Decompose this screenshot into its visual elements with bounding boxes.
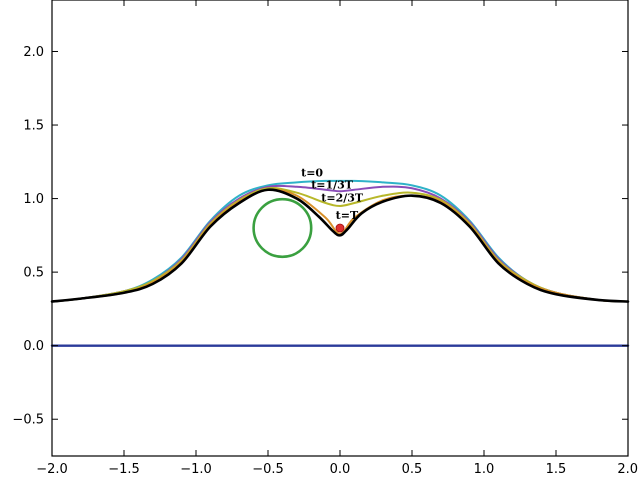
x-tick-label-4: 0.0	[330, 462, 351, 477]
x-tick-label-5: 0.5	[402, 462, 423, 477]
series-line-4	[50, 188, 630, 303]
y-tick-label-2: 0.5	[23, 266, 44, 281]
marks-layer	[252, 197, 345, 259]
x-tick-label-7: 1.5	[546, 462, 567, 477]
y-tick-label-1: 0.0	[23, 339, 44, 354]
y-tick-label-3: 1.0	[23, 192, 44, 207]
y-tick-label-5: 2.0	[23, 45, 44, 60]
x-tick-label-2: −1.0	[180, 462, 212, 477]
series-line-2	[51, 187, 629, 303]
y-axis: −0.5 0.0 0.5 1.0 1.5 2.0	[12, 45, 628, 428]
marker-point	[335, 223, 345, 233]
y-tick-label-4: 1.5	[23, 119, 44, 134]
x-tick-label-1: −1.5	[108, 462, 140, 477]
y-tick-label-0: −0.5	[12, 413, 44, 428]
x-tick-label-3: −0.5	[252, 462, 284, 477]
annotation-label-0: t=0	[301, 167, 323, 180]
x-tick-label-8: 2.0	[617, 462, 638, 477]
x-tick-label-6: 1.0	[474, 462, 495, 477]
annotation-label-2: t=2/3T	[321, 192, 364, 205]
annotation-label-3: t=T	[336, 209, 359, 222]
circle-obstacle	[252, 197, 313, 259]
annotation-layer: t=0t=1/3Tt=2/3T t=T	[301, 167, 364, 223]
series-layer	[50, 179, 630, 347]
x-tick-label-0: −2.0	[36, 462, 68, 477]
annotation-label-1: t=1/3T	[311, 178, 354, 191]
x-axis: −2.0 −1.5 −1.0 −0.5 0.0 0.5 1.0 1.5 2.0	[36, 0, 638, 477]
